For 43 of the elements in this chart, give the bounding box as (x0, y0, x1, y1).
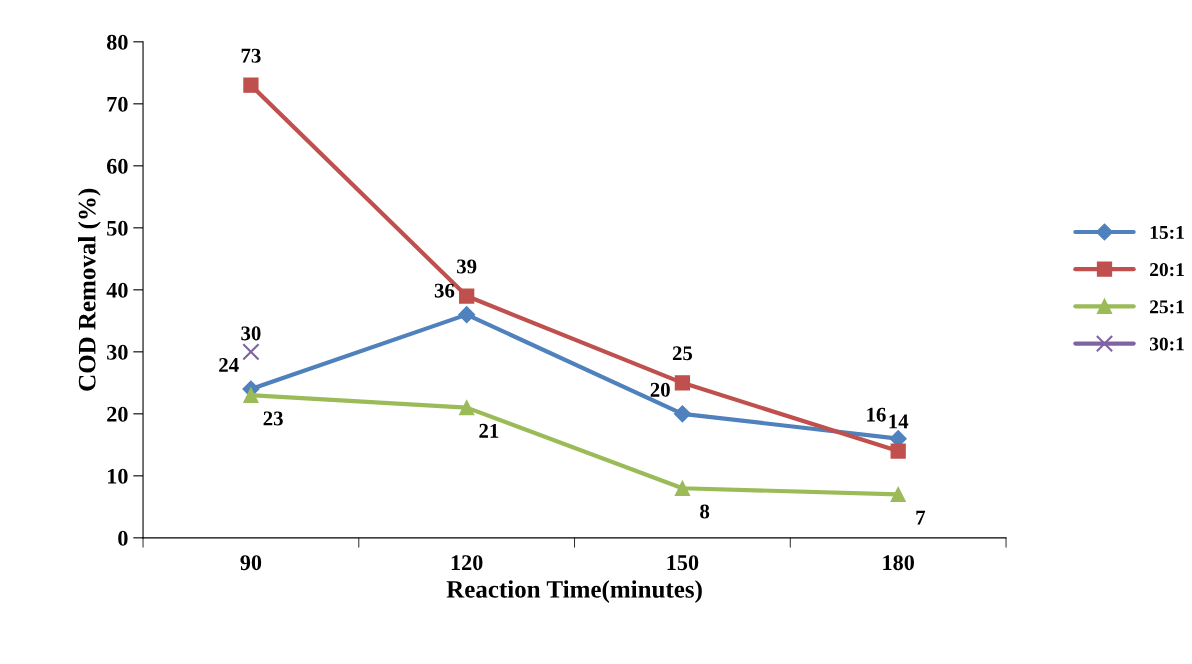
x-tick-label: 150 (667, 555, 699, 571)
x-tick-label: 90 (240, 555, 262, 571)
point (890, 443, 906, 459)
y-tick-label: 10 (108, 468, 128, 484)
data-label: 20 (650, 382, 670, 397)
point (674, 375, 691, 391)
point (459, 399, 475, 416)
point (674, 480, 691, 496)
data-label: 30 (241, 326, 261, 341)
y-tick-label: 50 (107, 220, 128, 236)
y-tick-label: 60 (106, 158, 128, 174)
legend-label: 20:1 (1150, 263, 1184, 277)
data-label: 7 (916, 510, 926, 525)
legend-label: 30:1 (1149, 337, 1184, 351)
data-label: 25 (672, 346, 693, 361)
y-tick-label: 0 (118, 530, 128, 546)
y-tick-label: 40 (106, 282, 128, 298)
point (890, 486, 906, 503)
data-label: 73 (241, 48, 261, 63)
data-label: 24 (219, 358, 239, 372)
y-axis-title: COD Removal (%) (78, 188, 101, 391)
y-tick-label: 80 (106, 34, 128, 50)
data-label: 23 (263, 411, 283, 426)
legend-label: 15:1 (1150, 225, 1184, 240)
point (673, 405, 691, 423)
y-tick-label: 30 (107, 344, 128, 360)
data-label: 21 (479, 423, 499, 438)
legend-label: 25:1 (1150, 300, 1184, 314)
data-label: 36 (434, 283, 455, 298)
point (459, 288, 475, 304)
x-tick-label: 180 (883, 555, 914, 571)
data-label: 16 (867, 407, 886, 422)
data-label: 14 (889, 414, 909, 429)
x-axis-title: Reaction Time(minutes) (446, 580, 702, 603)
x-tick-label: 120 (451, 555, 483, 571)
point (242, 343, 260, 361)
data-label: 39 (457, 259, 477, 274)
data-label: 8 (700, 504, 710, 519)
point (243, 387, 259, 403)
point (243, 77, 259, 93)
y-tick-label: 70 (107, 96, 128, 112)
point (458, 306, 476, 324)
y-tick-label: 20 (107, 406, 128, 422)
